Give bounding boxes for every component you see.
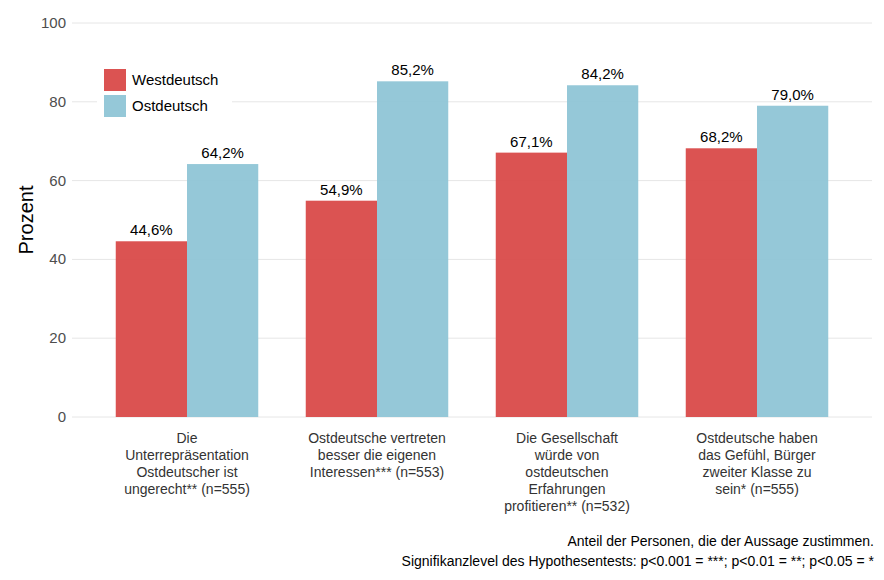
bar — [567, 85, 638, 417]
y-tick-label: 100 — [41, 14, 66, 31]
legend-label: Ostdeutsch — [132, 97, 208, 114]
bar — [187, 164, 258, 417]
legend-box — [97, 58, 232, 132]
y-tick-label: 0 — [58, 408, 66, 425]
data-label: 84,2% — [581, 65, 624, 82]
grid-line — [72, 23, 872, 24]
y-tick-label: 20 — [49, 329, 66, 346]
legend-swatch — [104, 69, 126, 91]
bar — [306, 201, 377, 417]
data-label: 68,2% — [700, 128, 743, 145]
x-tick-label: Ostdeutsche vertretenbesser die eigenenI… — [308, 430, 446, 480]
x-tick-label: Ostdeutsche habendas Gefühl, Bürgerzweit… — [696, 430, 817, 497]
data-label: 44,6% — [130, 221, 173, 238]
bar — [116, 241, 187, 417]
chart-svg: 0 20 40 60 80 100 Prozent 44,6% 54,9% 67,1% 68,2% 6… — [0, 0, 884, 580]
legend: Westdeutsch Ostdeutsch — [97, 58, 232, 132]
data-label: 54,9% — [320, 181, 363, 198]
y-tick-label: 80 — [49, 93, 66, 110]
x-tick-label: DieUnterrepräsentationOstdeutscher istun… — [124, 430, 250, 497]
data-label: 79,0% — [771, 86, 814, 103]
bar — [757, 106, 828, 417]
data-label: 67,1% — [510, 133, 553, 150]
legend-label: Westdeutsch — [132, 71, 218, 88]
data-labels: 44,6% 54,9% 67,1% 68,2% 64,2% 85,2% 84,2% 79,0% — [130, 61, 814, 238]
x-tick-label: Die Gesellschaftwürde vonostdeutschenErf… — [504, 430, 630, 514]
y-tick-label: 60 — [49, 172, 66, 189]
data-label: 85,2% — [391, 61, 434, 78]
y-tick-label: 40 — [49, 250, 66, 267]
annotation: Signifikanzlevel des Hypothesentests: p<… — [402, 553, 875, 569]
data-label: 64,2% — [201, 144, 244, 161]
bar — [686, 148, 757, 417]
y-axis-label: Prozent — [15, 185, 37, 254]
annotation: Anteil der Personen, die der Aussage zus… — [567, 533, 874, 549]
bar — [496, 153, 567, 417]
bar — [377, 81, 448, 417]
grid — [72, 23, 872, 417]
legend-swatch — [104, 95, 126, 117]
chart-container: 0 20 40 60 80 100 Prozent 44,6% 54,9% 67,1% 68,2% 6… — [0, 0, 884, 580]
